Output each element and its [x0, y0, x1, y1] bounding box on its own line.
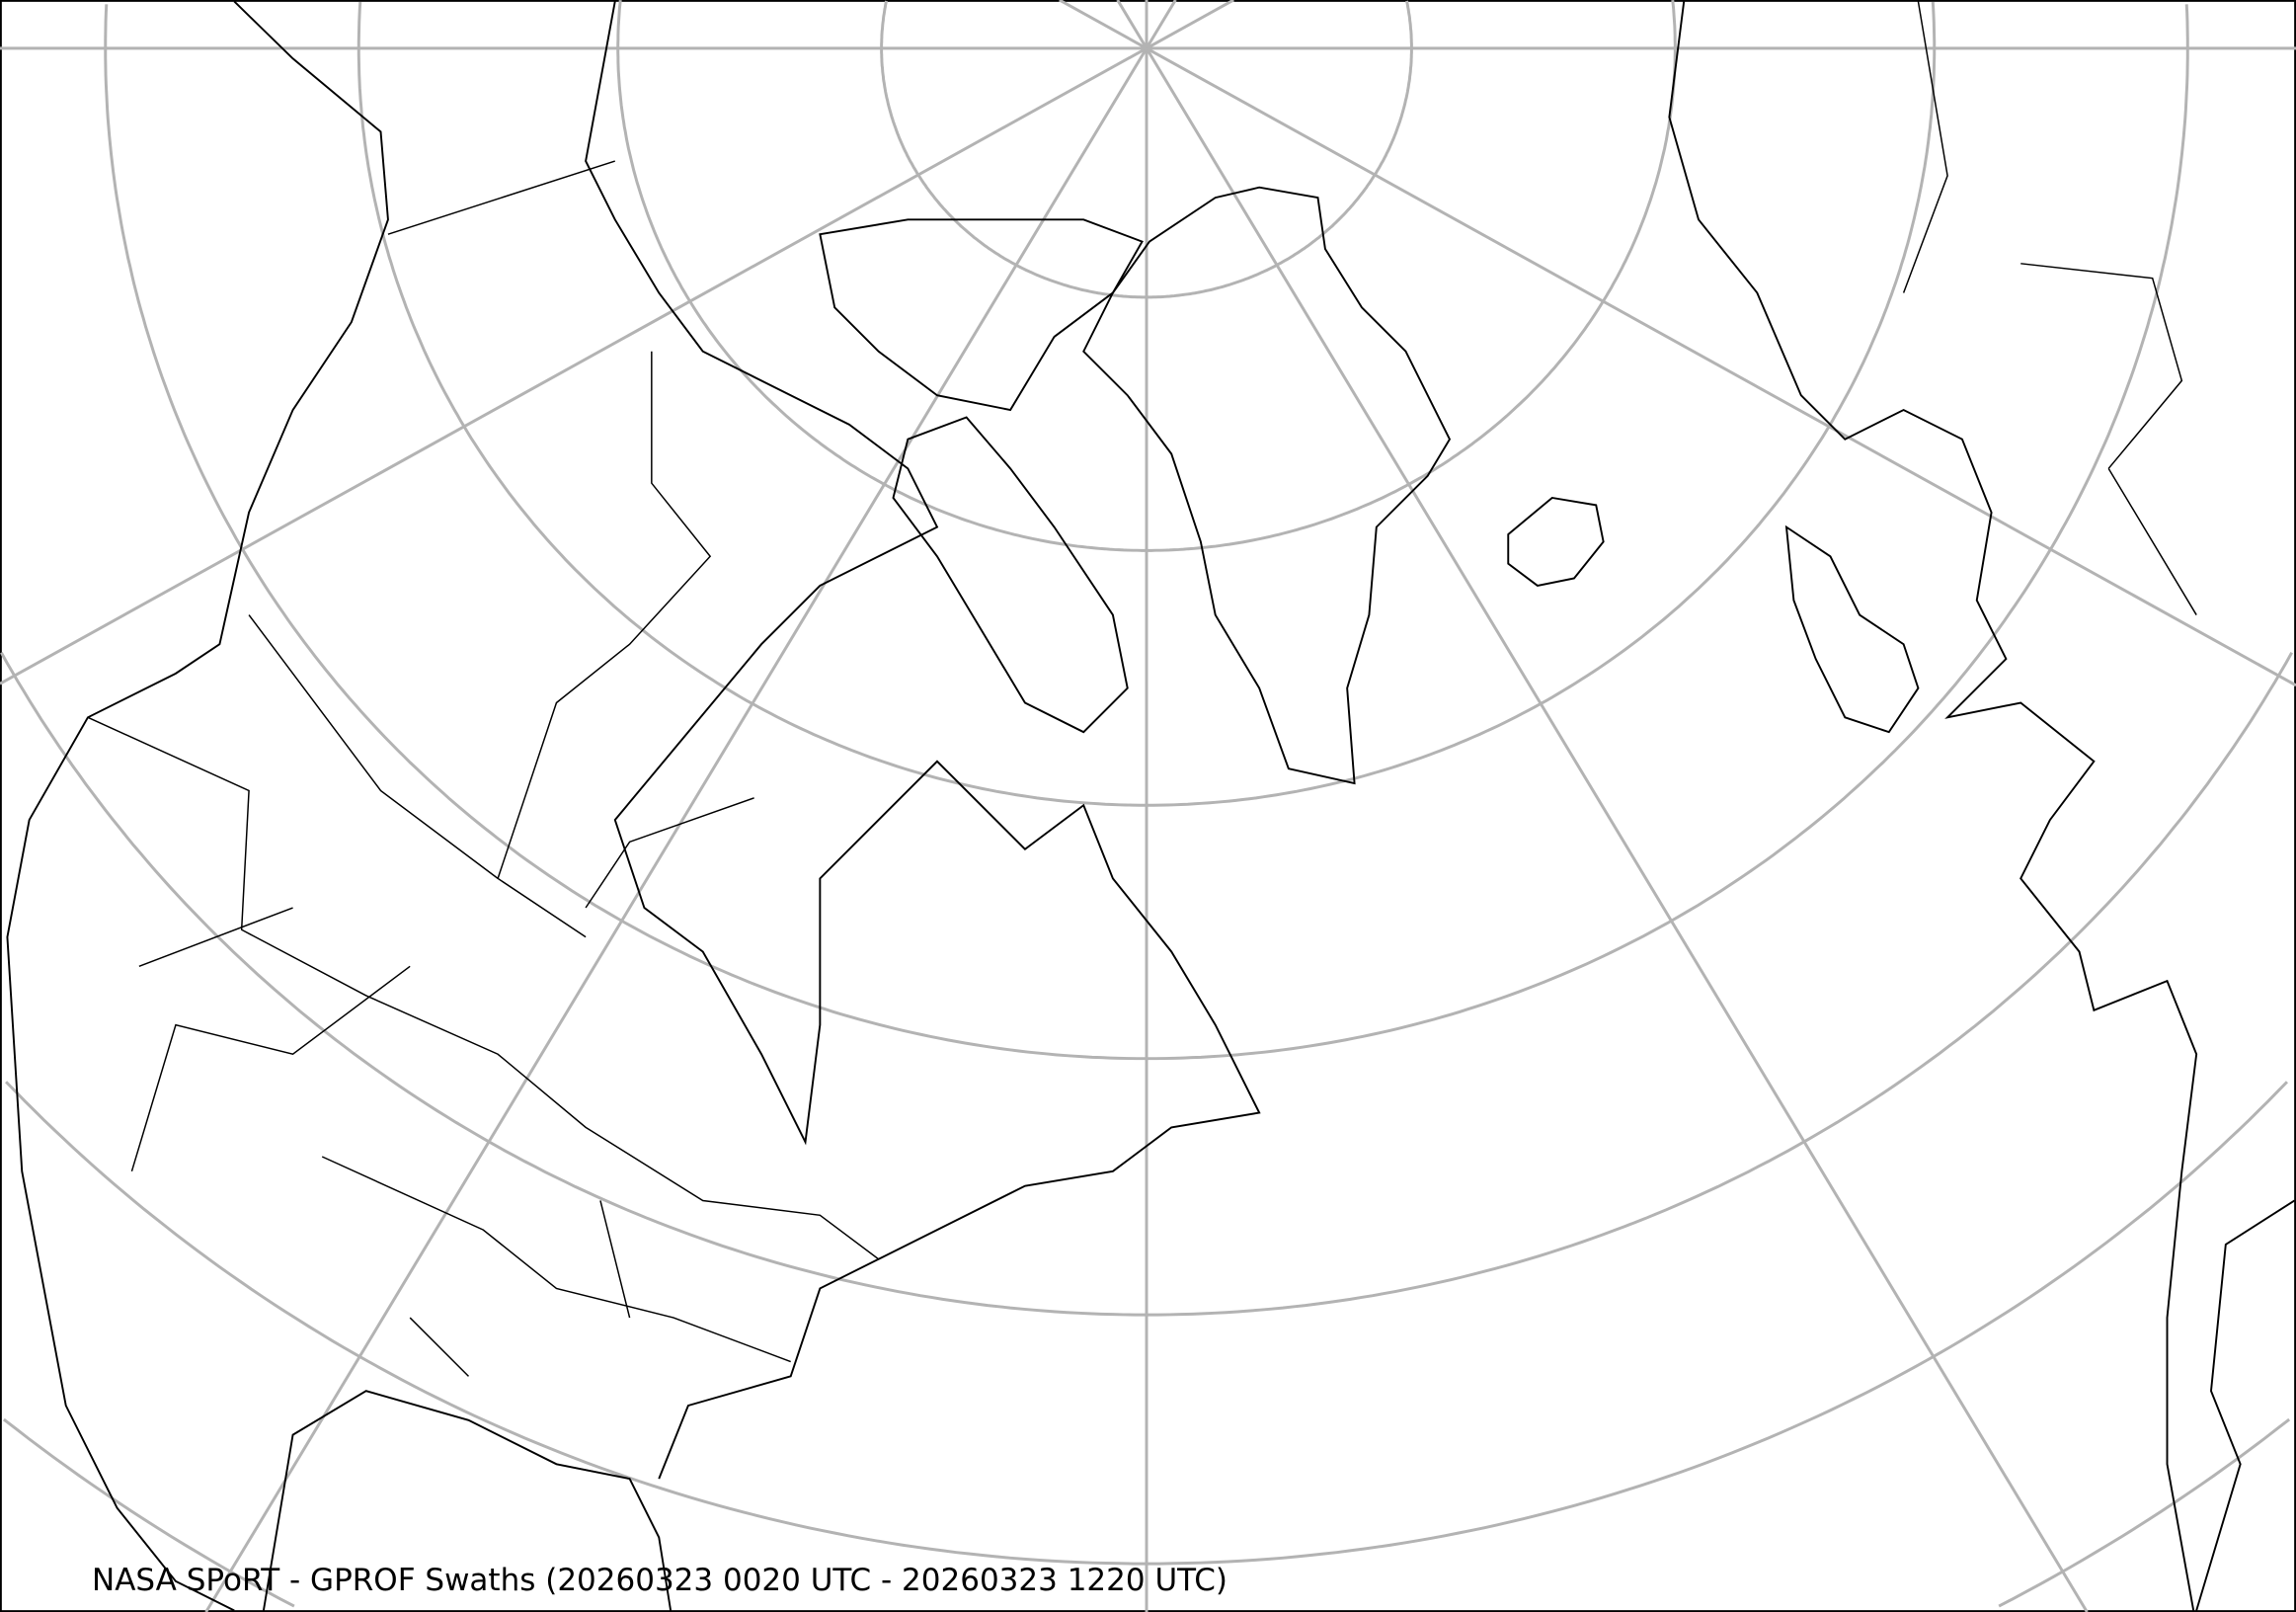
baffin-island-outline — [892, 416, 1129, 734]
latitude-circle — [2, 1417, 2291, 1608]
latitude-circle — [104, 4, 2189, 1061]
borders — [87, 1, 2197, 1377]
meridian-line — [1146, 46, 2296, 687]
greenland-outline — [1082, 186, 1452, 785]
coastlines — [6, 0, 2296, 1612]
latitude-circle — [356, 1, 1937, 807]
latitude-circle — [880, 0, 1413, 299]
map-title: NASA SPoRT - GPROF Swaths (20260323 0020… — [92, 1563, 1227, 1598]
british-isles-outline — [1784, 524, 1920, 734]
meridian-line — [1146, 0, 1234, 50]
europe-outline — [1668, 1, 2296, 1611]
meridian-line — [0, 46, 1148, 685]
iceland-outline — [1507, 496, 1605, 587]
latitude-circle — [616, 0, 1677, 552]
meridian-line — [204, 47, 1148, 1612]
meridian-line — [1059, 0, 1148, 50]
meridian-line — [1145, 0, 1177, 49]
meridian-line — [1145, 47, 2089, 1612]
meridian-line — [1116, 0, 1148, 49]
arctic-islands-outline — [819, 218, 1144, 412]
